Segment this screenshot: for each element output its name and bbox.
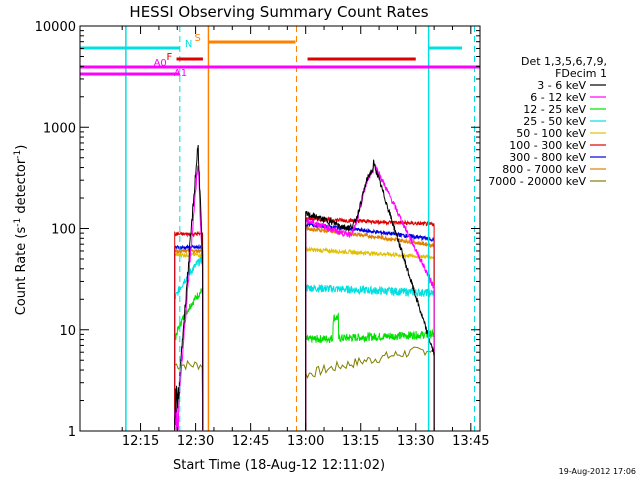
legend-entry-label: 300 - 800 keV	[509, 151, 586, 164]
legend-entry-label: 25 - 50 keV	[523, 115, 586, 128]
y-axis-label-mid: detector	[14, 158, 29, 218]
series-line	[305, 284, 435, 431]
legend-entry-label: 6 - 12 keV	[530, 91, 586, 104]
flag-label: A1	[174, 68, 187, 79]
series-line	[174, 244, 204, 431]
x-axis-label: Start Time (18-Aug-12 12:11:02)	[173, 458, 385, 473]
y-tick-label: 10	[59, 324, 76, 339]
series-line	[305, 312, 435, 431]
x-axis-ticks: 12:15 12:30 12:45 13:00 13:15 13:30 13:45	[121, 26, 490, 449]
y-tick-label: 1	[68, 425, 76, 440]
y-tick-label: 1000	[43, 121, 76, 136]
y-tick-label: 100	[51, 223, 76, 238]
series-line	[174, 144, 204, 431]
x-tick-label: 12:30	[177, 434, 214, 449]
x-tick-label: 13:30	[397, 434, 434, 449]
y-axis-label-sup1: -1	[13, 218, 23, 227]
series-line	[174, 286, 204, 431]
flag-label: N	[185, 39, 192, 50]
x-tick-label: 12:15	[122, 434, 159, 449]
y-axis-label-sup2: -1	[13, 150, 23, 159]
plot-area: NS FA0 A1	[80, 26, 480, 431]
series-line	[305, 346, 435, 431]
legend-title: FDecim 1	[555, 67, 607, 80]
x-tick-label: 13:00	[287, 434, 324, 449]
y-axis-label: Count Rate (s-1 detector-1)	[13, 145, 29, 316]
flag-label: S	[194, 33, 200, 44]
x-tick-label: 13:15	[342, 434, 379, 449]
series-line	[305, 161, 435, 431]
legend-entry-label: 50 - 100 keV	[516, 127, 586, 140]
y-axis-ticks: 1 10 100 1000 10000	[35, 20, 480, 440]
y-axis-label-end: )	[14, 145, 29, 150]
legend-entry-label: 7000 - 20000 keV	[488, 175, 586, 188]
legend-title: Det 1,3,5,6,7,9,	[521, 55, 607, 68]
flag-label: F	[167, 52, 173, 63]
x-tick-label: 13:45	[452, 434, 489, 449]
y-tick-label: 10000	[35, 20, 76, 35]
series-line	[305, 246, 435, 431]
series-line	[174, 165, 204, 431]
series-line	[174, 247, 204, 431]
legend-entry-label: 12 - 25 keV	[523, 103, 586, 116]
plot-frame	[79, 25, 481, 432]
y-axis-label-main: Count Rate (s	[14, 227, 29, 316]
x-tick-label: 12:45	[232, 434, 269, 449]
chart-title: HESSI Observing Summary Count Rates	[129, 3, 428, 21]
footer-date: 19-Aug-2012 17:06	[559, 467, 636, 476]
series-line	[305, 221, 435, 431]
series-line	[174, 359, 204, 431]
legend-entry-label: 800 - 7000 keV	[502, 163, 586, 176]
legend-entry-label: 100 - 300 keV	[509, 139, 586, 152]
flag-label: A0	[154, 58, 167, 69]
series-line	[174, 230, 204, 431]
series-line	[305, 159, 435, 431]
legend-entry-label: 3 - 6 keV	[537, 79, 586, 92]
series-line	[305, 225, 435, 431]
